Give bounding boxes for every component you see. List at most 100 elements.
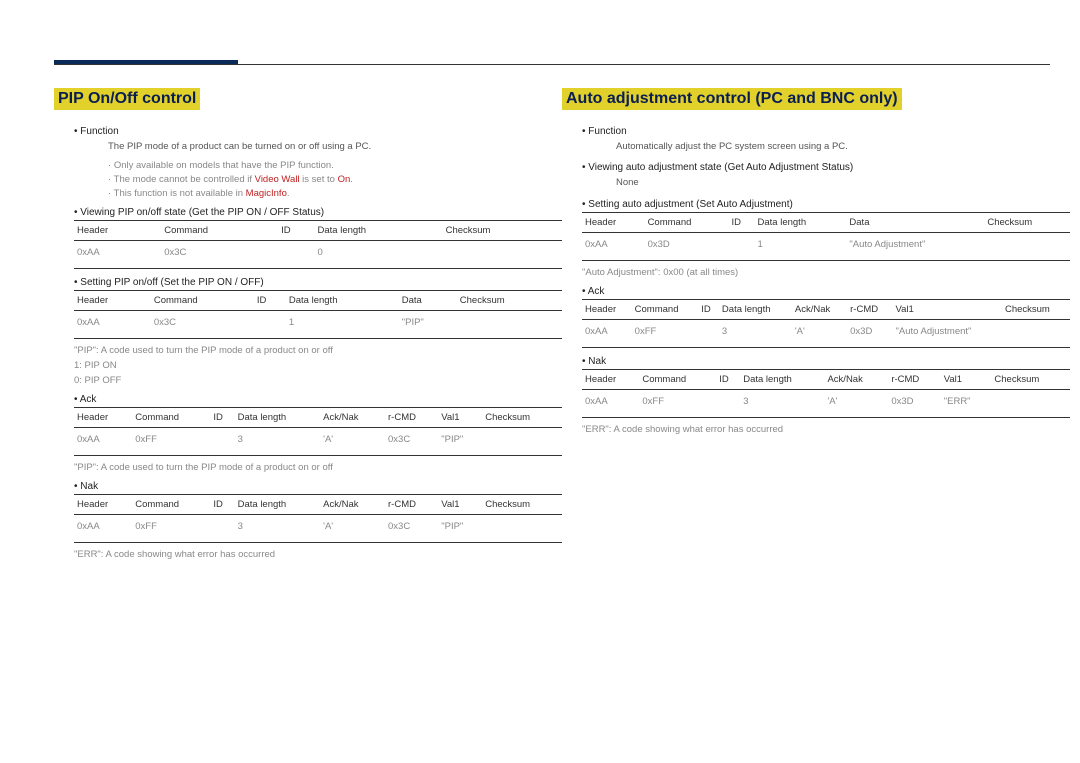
td: 1	[755, 232, 847, 260]
right-err-def: "ERR": A code showing what error has occ…	[582, 424, 1050, 435]
th: r-CMD	[888, 369, 940, 389]
td: 0xFF	[132, 515, 210, 543]
td	[210, 515, 234, 543]
note-item: This function is not available in MagicI…	[108, 188, 542, 199]
th: Data length	[235, 408, 321, 428]
td: 1	[286, 311, 399, 339]
left-pip-off: 0: PIP OFF	[74, 375, 542, 386]
th: Ack/Nak	[792, 299, 847, 319]
right-set-table: Header Command ID Data length Data Check…	[582, 212, 1070, 261]
th: r-CMD	[847, 299, 892, 319]
right-view-row: • Viewing auto adjustment state (Get Aut…	[582, 162, 1050, 173]
right-ack-table: Header Command ID Data length Ack/Nak r-…	[582, 299, 1070, 348]
th: Val1	[438, 495, 482, 515]
td: 0x3C	[161, 241, 278, 269]
td: 3	[235, 515, 321, 543]
left-section-title: PIP On/Off control	[54, 88, 200, 110]
left-set-table: Header Command ID Data length Data Check…	[74, 290, 562, 339]
td	[698, 319, 719, 347]
td: 0xFF	[632, 319, 699, 347]
left-ack-def: "PIP": A code used to turn the PIP mode …	[74, 462, 542, 473]
right-nak-row: • Nak	[582, 356, 1050, 367]
left-pip-def: "PIP": A code used to turn the PIP mode …	[74, 345, 542, 356]
left-pip-on: 1: PIP ON	[74, 360, 542, 371]
left-notes: Only available on models that have the P…	[108, 160, 542, 199]
th: Data	[399, 291, 457, 311]
right-function-label: • Function	[582, 126, 627, 137]
th: Header	[74, 291, 151, 311]
td: 'A'	[792, 319, 847, 347]
th: Command	[161, 221, 278, 241]
left-view-label: • Viewing PIP on/off state (Get the PIP …	[74, 207, 324, 218]
note-red: On	[338, 174, 351, 185]
td: 0x3C	[385, 515, 438, 543]
td	[1002, 319, 1070, 347]
th: Command	[632, 299, 699, 319]
td: 3	[719, 319, 792, 347]
right-function-desc: Automatically adjust the PC system scree…	[616, 140, 1050, 154]
td: 3	[235, 428, 321, 456]
td: 'A'	[320, 515, 385, 543]
left-ack-table: Header Command ID Data length Ack/Nak r-…	[74, 407, 562, 456]
th: Data length	[235, 495, 321, 515]
th: ID	[210, 495, 234, 515]
left-set-label: • Setting PIP on/off (Set the PIP ON / O…	[74, 277, 264, 288]
th: Header	[74, 495, 132, 515]
th: ID	[278, 221, 314, 241]
right-column: Auto adjustment control (PC and BNC only…	[562, 88, 1050, 562]
th: ID	[210, 408, 234, 428]
th: Header	[74, 221, 161, 241]
right-view-label: • Viewing auto adjustment state (Get Aut…	[582, 162, 853, 173]
th: Data	[846, 212, 984, 232]
td	[278, 241, 314, 269]
td: 'A'	[320, 428, 385, 456]
left-ack-row: • Ack	[74, 394, 542, 405]
right-set-row: • Setting auto adjustment (Set Auto Adju…	[582, 199, 1050, 210]
left-column: PIP On/Off control • Function The PIP mo…	[54, 88, 542, 562]
td: 0	[315, 241, 443, 269]
th: Checksum	[457, 291, 562, 311]
right-nak-label: • Nak	[582, 356, 606, 367]
left-view-table: Header Command ID Data length Checksum 0…	[74, 220, 562, 269]
right-nak-table: Header Command ID Data length Ack/Nak r-…	[582, 369, 1070, 418]
note-item: Only available on models that have the P…	[108, 160, 542, 171]
th: Ack/Nak	[320, 408, 385, 428]
page-header	[54, 30, 1050, 70]
th: Header	[582, 212, 645, 232]
th: Data length	[315, 221, 443, 241]
left-function-label: • Function	[74, 126, 119, 137]
th: Checksum	[1002, 299, 1070, 319]
td: 0x3C	[385, 428, 438, 456]
td	[728, 232, 754, 260]
th: Val1	[438, 408, 482, 428]
td: 0x3D	[645, 232, 729, 260]
left-nak-label: • Nak	[74, 481, 98, 492]
td: 0xAA	[74, 241, 161, 269]
th: Data length	[755, 212, 847, 232]
td	[457, 311, 562, 339]
td: 3	[740, 389, 824, 417]
td	[443, 241, 562, 269]
th: Data length	[286, 291, 399, 311]
left-nak-row: • Nak	[74, 481, 542, 492]
left-ack-label: • Ack	[74, 394, 96, 405]
th: ID	[698, 299, 719, 319]
td: 0xAA	[582, 232, 645, 260]
header-rule	[54, 64, 1050, 65]
td: 0xFF	[132, 428, 210, 456]
td: "PIP"	[438, 428, 482, 456]
td: 0xAA	[74, 428, 132, 456]
th: Data length	[740, 369, 824, 389]
td: "PIP"	[438, 515, 482, 543]
td	[482, 515, 562, 543]
left-view-row: • Viewing PIP on/off state (Get the PIP …	[74, 207, 542, 218]
td	[210, 428, 234, 456]
th: Header	[74, 408, 132, 428]
td	[716, 389, 740, 417]
right-ack-row: • Ack	[582, 286, 1050, 297]
th: Command	[132, 495, 210, 515]
note-item: The mode cannot be controlled if Video W…	[108, 174, 542, 185]
th: Checksum	[482, 408, 562, 428]
columns: PIP On/Off control • Function The PIP mo…	[54, 88, 1050, 562]
th: Data length	[719, 299, 792, 319]
